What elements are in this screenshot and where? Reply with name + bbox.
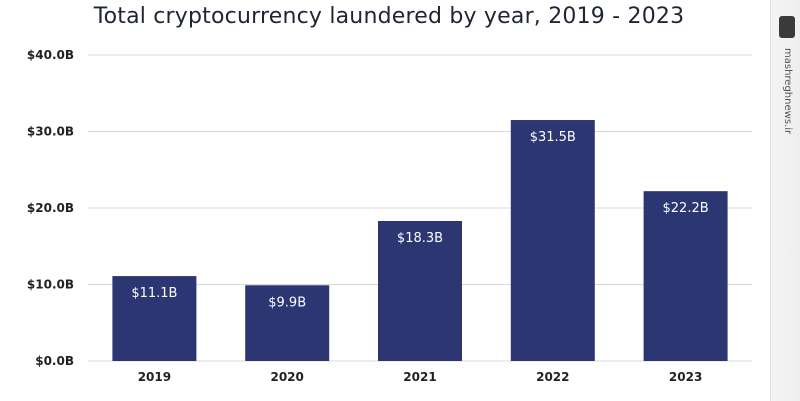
bar-2020 [245,285,330,361]
data-label-2023: $22.2B [663,201,709,216]
y-tick-label: $10.0B [27,278,74,292]
x-tick-label-2022: 2022 [536,370,569,384]
y-axis-ticks: $0.0B $10.0B $20.0B $30.0B $40.0B [27,48,74,368]
x-tick-label-2019: 2019 [138,370,171,384]
y-tick-label: $30.0B [27,125,74,139]
bar-2021 [378,221,462,361]
watermark-strip: mashreghnews.ir [770,0,800,401]
watermark-logo-icon [779,16,795,38]
bar-chart: $0.0B $10.0B $20.0B $30.0B $40.0B $11.1B $9.9… [27,48,752,384]
y-tick-label: $40.0B [27,48,74,62]
x-tick-label-2020: 2020 [270,370,303,384]
data-label-2020: $9.9B [268,295,306,310]
bars [112,120,728,362]
y-tick-label: $20.0B [27,201,74,215]
data-label-2022: $31.5B [530,130,576,145]
bar-2023 [643,191,728,361]
x-axis-ticks: 2019 2020 2021 2022 2023 [138,370,703,384]
data-labels: $11.1B $9.9B $18.3B $31.5B $22.2B [131,130,708,310]
bar-2019 [112,276,197,361]
data-label-2019: $11.1B [131,286,177,301]
bar-2022 [510,120,595,362]
x-tick-label-2021: 2021 [403,370,436,384]
watermark-text: mashreghnews.ir [782,48,793,135]
data-label-2021: $18.3B [397,231,443,246]
y-tick-label: $0.0B [35,354,74,368]
chart-title: Total cryptocurrency laundered by year, … [93,4,685,29]
x-tick-label-2023: 2023 [669,370,702,384]
